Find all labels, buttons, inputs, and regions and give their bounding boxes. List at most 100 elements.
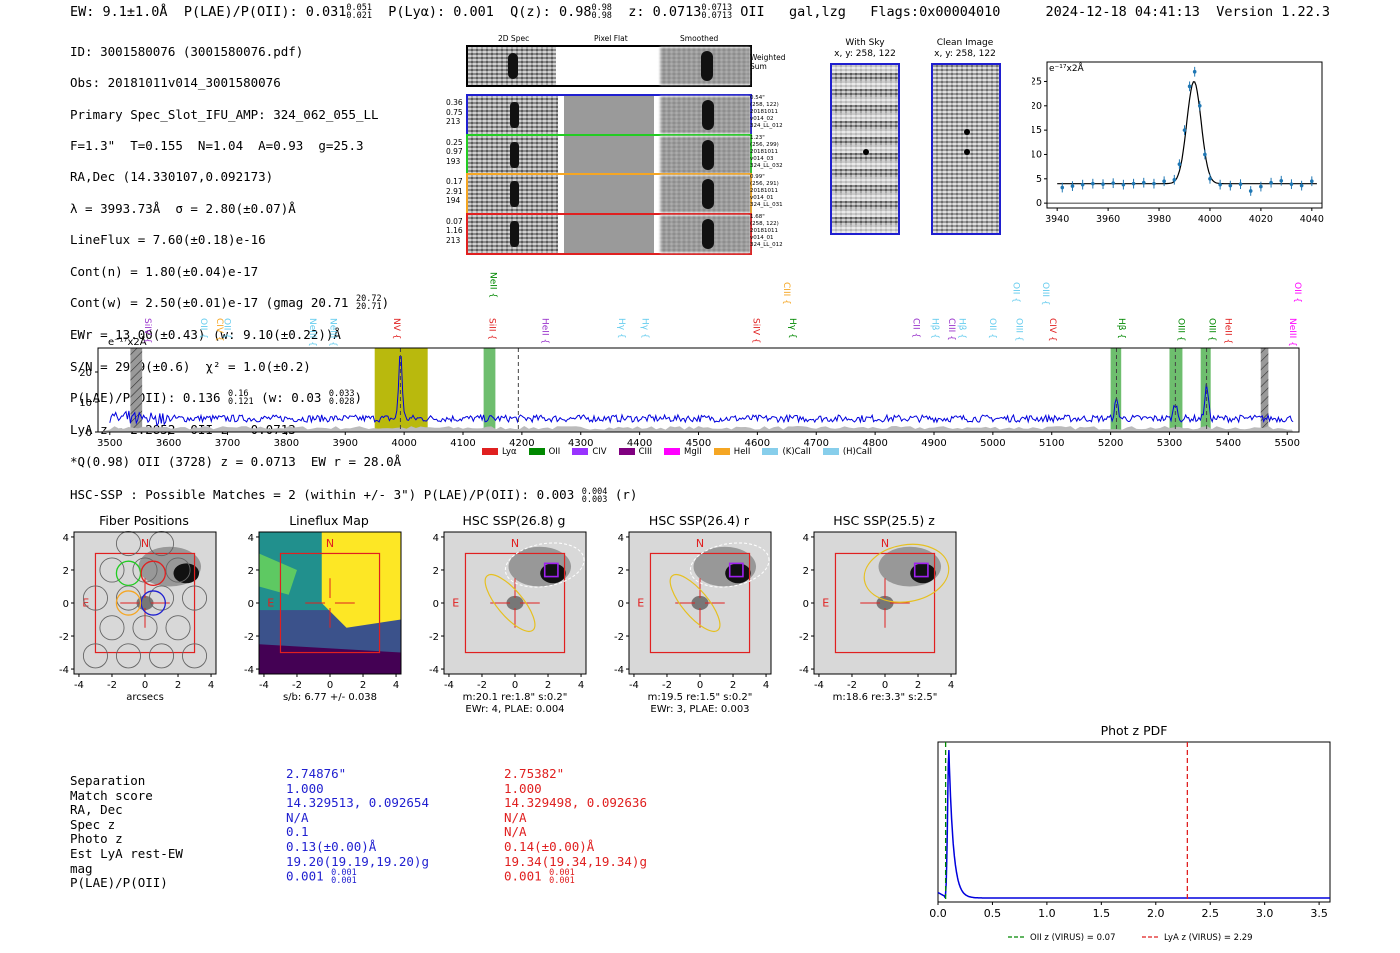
match-value: 0.001 0.001 0.001 xyxy=(504,868,647,886)
fiber-circle xyxy=(132,615,158,641)
hsc-panel-title: HSC SSP(25.5) z xyxy=(833,513,935,528)
line-id-label: Hγ { xyxy=(616,318,626,339)
fit-data-point xyxy=(1121,182,1126,187)
search-box xyxy=(94,552,196,654)
cutout-row-right-label: 0.54" (258, 122) 20181011 v014_02 324_LL… xyxy=(750,95,783,129)
weighted-sum-label: Weighted Sum xyxy=(750,53,786,71)
clean-label: Clean Image xyxy=(936,38,994,48)
legend-label: CIV xyxy=(592,447,607,457)
z-line: OII xyxy=(740,4,765,20)
col-label-pixelflat: Pixel Flat xyxy=(594,34,628,43)
tags: gal,lzg xyxy=(789,4,846,20)
pdf-xtick-label: 3.5 xyxy=(1310,907,1328,920)
fit-xtick-label: 3960 xyxy=(1096,214,1120,225)
spectrum-xtick-label: 5400 xyxy=(1216,438,1241,449)
info-contw: Cont(w) = 2.50(±0.01)e-17 (gmag 20.71 20… xyxy=(70,294,390,313)
search-box xyxy=(279,552,381,654)
line-id-label: NeII { xyxy=(488,272,498,298)
fit-ytick-label: 0 xyxy=(1036,198,1042,209)
fit-data-point xyxy=(1091,181,1095,186)
fit-data-point xyxy=(1111,181,1116,185)
weighted-2d-source xyxy=(508,53,518,79)
pdf-xtick-label: 1.5 xyxy=(1093,907,1111,920)
match-label: mag xyxy=(70,860,93,876)
z-lo: 0.0713 xyxy=(701,11,733,21)
clean-source-1 xyxy=(964,129,970,135)
source-blob xyxy=(691,595,709,611)
hsc-panel-image: N E -4 -4 -2 -2 0 0 2 2 4 4 s/b: 6.77 +/- 0.038 xyxy=(244,531,402,703)
pdf-xtick-label: 0.0 xyxy=(929,907,947,920)
match-value: 14.329513, 0.092654 xyxy=(286,795,429,811)
line-id-label: OII { xyxy=(1011,282,1021,303)
hsc-xtick-label: -4 xyxy=(444,680,454,691)
qz-value: Q(z): 0.98 xyxy=(510,4,592,20)
hsc-xtick-label: 4 xyxy=(393,680,399,691)
ellipse-fit xyxy=(484,573,536,633)
fit-data-point xyxy=(1060,185,1065,190)
match-value: 0.13(±0.00)Å xyxy=(286,838,377,854)
info-plae-hi: 0.16 xyxy=(228,389,249,400)
line-id-label: CII { xyxy=(910,318,920,338)
qz-hi: 0.98 xyxy=(591,3,612,13)
hsc-panel-title: HSC SSP(26.8) g xyxy=(462,513,566,528)
match-value: 2.75382" xyxy=(504,766,565,781)
legend-label: MgII xyxy=(684,447,702,457)
plae-w-hi: 0.033 xyxy=(328,389,355,400)
line-id-label: OII { xyxy=(222,318,232,339)
spectrum-flux-line xyxy=(109,355,1294,427)
pdf-title: Phot z PDF xyxy=(1101,723,1168,738)
cutout-smoothed-source xyxy=(702,139,714,170)
hsc-ytick-label: -4 xyxy=(799,665,809,676)
line-id-label: SiIV { xyxy=(142,318,152,344)
fiber-circle xyxy=(82,585,108,611)
fit-ytick-label: 15 xyxy=(1032,125,1042,136)
fit-xtick-label: 4000 xyxy=(1198,214,1222,225)
info-params: F=1.3" T=0.155 N=1.04 A=0.93 g=25.3 xyxy=(70,137,364,153)
hsc-ytick-label: -4 xyxy=(614,665,624,676)
timestamp-version: 2024-12-18 04:41:13 Version 1.22.3 xyxy=(1046,4,1331,20)
hsc-panel-image: N E -4 -4 -2 -2 0 0 2 2 4 4 m:20.1 re:1.8" s:0.2"EWr… xyxy=(429,531,587,715)
match-label: Spec z xyxy=(70,816,116,832)
line-fit-chart: e⁻¹⁷x2Å 3940 3960 3980 4000 4020 4040 0 5 10 15 20 2… xyxy=(1032,61,1324,225)
match-value: 0.1 xyxy=(286,824,309,840)
catalog-match-box xyxy=(728,562,744,578)
spectrum-error-floor xyxy=(98,426,1294,432)
hsc-ytick-label: 0 xyxy=(433,599,439,610)
hsc-panel-title: Fiber Positions xyxy=(99,513,189,528)
hsc-xtick-label: 0 xyxy=(882,680,888,691)
catalog-match-box xyxy=(543,562,559,578)
fit-ytick-label: 25 xyxy=(1032,76,1042,87)
compass-n: N xyxy=(141,537,149,550)
cutout-row-left-label: 0.17 2.91 194 xyxy=(446,177,463,205)
fit-data-point xyxy=(1279,178,1284,183)
cutout-row-left-label: 0.07 1.16 213 xyxy=(446,216,463,245)
hsc-title-text: HSC-SSP : Possible Matches = 2 (within +… xyxy=(70,487,575,502)
fiber-circle xyxy=(99,615,125,641)
line-id-label: OIII { xyxy=(1175,318,1185,342)
ew-value: EW: 9.1±1.0Å xyxy=(70,4,168,20)
fit-data-point xyxy=(1197,104,1202,108)
hsc-xtick-label: 2 xyxy=(360,680,366,691)
lineflux-side xyxy=(259,553,297,595)
hsc-ytick-label: 0 xyxy=(63,599,69,610)
spectrum-xtick-label: 4100 xyxy=(450,438,475,449)
match-plae-stack: 0.001 0.001 xyxy=(549,869,575,886)
match-value: 19.34(19.34,19.34)g xyxy=(504,853,647,869)
spectrum-xtick-label: 4300 xyxy=(568,438,593,449)
cutout-row-right-label: 1.68" (258, 122) 20181011 v014_01 324_LL… xyxy=(750,213,783,248)
match-labels: Separation Match score RA, Dec Spec z Photo … xyxy=(70,773,183,891)
pdf-legend-oii: OII z (VIRUS) = 0.07 xyxy=(1030,933,1116,943)
spectrum-xtick-label: 4600 xyxy=(745,438,770,449)
hsc-xtick-label: 0 xyxy=(697,680,703,691)
spectrum-band xyxy=(483,348,496,432)
match-value: 2.74876" xyxy=(286,766,347,781)
fit-data-point xyxy=(1228,183,1233,188)
pdf-curve xyxy=(937,749,1330,899)
cutout-row xyxy=(466,173,752,215)
cutout-pixelflat xyxy=(564,214,654,253)
hsc-ytick-label: -2 xyxy=(244,632,254,643)
hsc-xtick-label: -2 xyxy=(292,680,302,691)
line-id-label: HeII { xyxy=(1222,318,1232,344)
match-plae: 0.001 xyxy=(504,868,550,884)
hsc-ytick-label: 2 xyxy=(248,566,254,577)
